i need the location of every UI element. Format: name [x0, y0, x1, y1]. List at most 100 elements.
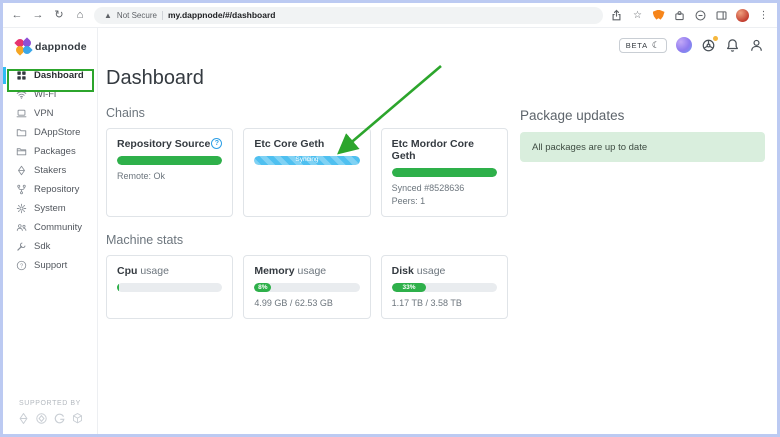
stat-card-memory: Memory usage 8% 4.99 GB / 62.53 GB — [243, 255, 371, 320]
dashboard-content: Dashboard Chains Repository Source ? Rem… — [98, 62, 777, 434]
extensions-puzzle-icon[interactable] — [673, 9, 686, 22]
sidebar-item-wifi[interactable]: Wi-Fi — [3, 85, 97, 104]
sidebar-item-label: Repository — [34, 184, 80, 195]
sidebar-item-dashboard[interactable]: Dashboard — [3, 66, 97, 85]
chains-cards-row: Repository Source ? Remote: Ok Etc Core … — [106, 128, 508, 218]
chain-card-title: Etc Core Geth — [254, 138, 325, 150]
sidebar-item-system[interactable]: System — [3, 199, 97, 218]
stat-suffix: usage — [297, 265, 327, 278]
sidebar-item-label: Wi-Fi — [34, 89, 57, 100]
chat-circle-icon[interactable] — [694, 9, 707, 22]
laptop-icon — [16, 109, 27, 118]
sidebar-item-repository[interactable]: Repository — [3, 180, 97, 199]
app-main: BETA ☾ Dashboard Chains — [98, 28, 777, 434]
chain-card-title: Etc Mordor Core Geth — [391, 138, 474, 163]
bell-icon — [727, 38, 738, 52]
people-icon — [16, 224, 27, 232]
network-wheel-button[interactable] — [701, 35, 718, 53]
reload-icon[interactable]: ↻ — [54, 8, 64, 21]
help-icon[interactable]: ? — [211, 138, 223, 149]
chain-card-etc-mordor-core-geth: Etc Mordor Core Geth Synced #8528636 Pee… — [380, 128, 508, 218]
notification-dot — [713, 35, 718, 41]
dappnode-logo: dappnode — [3, 28, 97, 66]
browser-actions: ☆ ⋮ — [610, 8, 770, 22]
supported-by-label: SUPPORTED BY — [19, 400, 81, 407]
progress-bar — [117, 156, 223, 166]
syncing-label: Syncing — [295, 156, 319, 164]
metamask-extension-icon[interactable] — [652, 9, 665, 22]
sidebar-item-label: Support — [34, 260, 68, 271]
machine-stats-heading: Machine stats — [106, 233, 184, 248]
identicon-avatar[interactable] — [676, 37, 692, 53]
beta-darkmode-toggle[interactable]: BETA ☾ — [618, 37, 667, 53]
machine-stats-row: Cpu usage Memory usage 8% 4.99 GB / 62.5… — [106, 255, 508, 320]
address-bar[interactable]: ▲ Not Secure my.dappnode/#/dashboard — [94, 6, 603, 24]
dappnode-logo-icon — [14, 37, 33, 56]
bookmark-star-icon[interactable]: ☆ — [633, 9, 642, 21]
syncing-progress-bar: Syncing — [254, 156, 360, 166]
shield-logo — [35, 413, 47, 424]
active-indicator — [3, 67, 6, 84]
stat-suffix: usage — [416, 265, 446, 278]
sidebar-item-vpn[interactable]: VPN — [3, 104, 97, 123]
moon-icon: ☾ — [651, 39, 660, 50]
grid-icon — [17, 71, 26, 80]
dappnode-app: dappnode Dashboard Wi-Fi VPN — [3, 28, 777, 434]
supporter-logos — [3, 412, 97, 425]
notifications-bell-button[interactable] — [725, 38, 740, 53]
stat-suffix: usage — [140, 265, 169, 278]
branch-icon — [17, 184, 26, 195]
account-button[interactable] — [749, 38, 764, 53]
chains-heading: Chains — [106, 106, 145, 120]
folder-icon — [16, 148, 27, 156]
memory-usage-bar: 8% — [254, 283, 360, 293]
browser-menu-icon[interactable]: ⋮ — [758, 9, 769, 21]
share-icon[interactable] — [610, 9, 623, 22]
forward-icon[interactable]: → — [32, 8, 44, 21]
chain-card-title: Repository Source — [117, 138, 211, 150]
package-updates-heading: Package updates — [520, 108, 625, 123]
sidebar-item-label: Sdk — [34, 241, 51, 252]
disk-usage-text: 1.17 TB / 3.58 TB — [391, 298, 462, 309]
person-icon — [751, 39, 762, 51]
back-icon[interactable]: ← — [11, 8, 23, 21]
sidebar-item-dappstore[interactable]: DAppStore — [3, 123, 97, 142]
peers-count: Peers: 1 — [391, 196, 426, 207]
stat-name: Disk — [391, 265, 414, 278]
sidebar-item-label: Dashboard — [34, 70, 84, 81]
sidebar-item-stakers[interactable]: Stakers — [3, 161, 97, 180]
chain-card-status: Remote: Ok — [117, 171, 166, 182]
dappnode-logo-text: dappnode — [35, 40, 87, 53]
synced-block: Synced #8528636 — [391, 183, 465, 194]
memory-percent-label: 8% — [258, 283, 268, 291]
disk-percent-label: 33% — [402, 283, 416, 291]
sidebar-item-label: Stakers — [34, 165, 67, 176]
sidebar-item-community[interactable]: Community — [3, 218, 97, 237]
browser-profile-avatar[interactable] — [736, 8, 749, 22]
sidebar-item-sdk[interactable]: Sdk — [3, 237, 97, 256]
sidebar-item-packages[interactable]: Packages — [3, 142, 97, 161]
wifi-icon — [16, 91, 27, 99]
url-text: my.dappnode/#/dashboard — [167, 10, 276, 20]
home-icon[interactable]: ⌂ — [76, 8, 84, 21]
sidebar-item-label: VPN — [34, 108, 54, 119]
packages-up-to-date-alert: All packages are up to date — [520, 132, 765, 162]
chain-card-repository-source: Repository Source ? Remote: Ok — [106, 128, 234, 218]
svg-text:?: ? — [20, 264, 23, 270]
url-divider — [161, 10, 163, 20]
sidebar-item-support[interactable]: ? Support — [3, 256, 97, 275]
sidebar-menu: Dashboard Wi-Fi VPN DAppStore Packages — [3, 66, 97, 275]
security-label: Not Secure — [116, 10, 157, 20]
chain-card-etc-core-geth: Etc Core Geth Syncing — [243, 128, 371, 218]
memory-usage-text: 4.99 GB / 62.53 GB — [254, 298, 333, 309]
side-panel-icon[interactable] — [715, 9, 728, 22]
wheel-icon — [702, 39, 715, 51]
sidebar-item-label: System — [34, 203, 66, 214]
not-secure-warning-icon: ▲ — [104, 10, 112, 20]
chain-card-status: Synced #8528636 Peers: 1 — [392, 182, 497, 208]
ethereum-logo — [19, 412, 27, 425]
stat-card-cpu: Cpu usage — [106, 255, 234, 320]
wrench-icon — [17, 242, 26, 251]
stat-name: Cpu — [117, 265, 138, 278]
